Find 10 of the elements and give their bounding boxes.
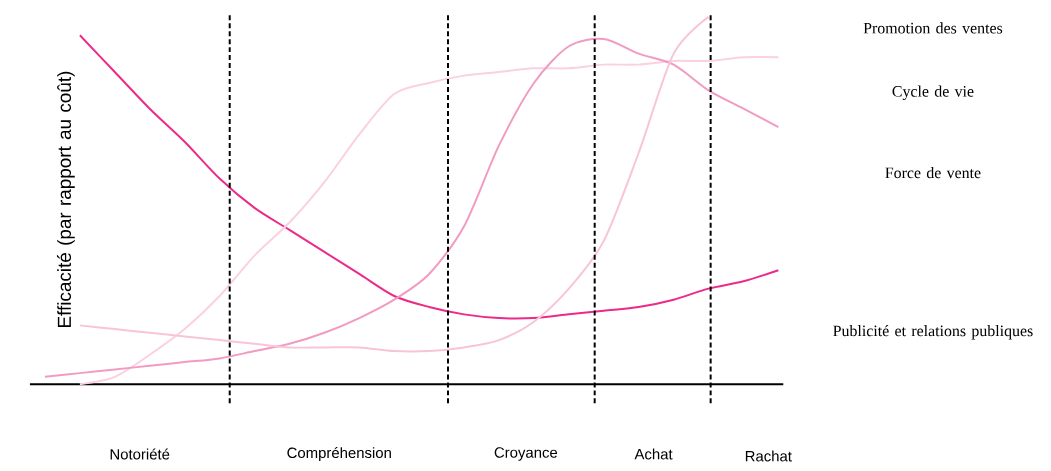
y-axis-title: Efficacité (par rapport au coût)	[56, 71, 75, 327]
text: Cycle de vie	[892, 85, 974, 101]
text: Compréhension	[287, 446, 391, 462]
text: Achat	[634, 448, 673, 460]
text: Force de vente	[885, 167, 981, 179]
text: Promotion des ventes	[863, 22, 1003, 34]
text: Croyance	[494, 447, 558, 461]
text: Publicité et relations publiques	[833, 325, 1033, 340]
text: Rachat	[745, 450, 792, 462]
text: Notoriété	[110, 448, 170, 460]
